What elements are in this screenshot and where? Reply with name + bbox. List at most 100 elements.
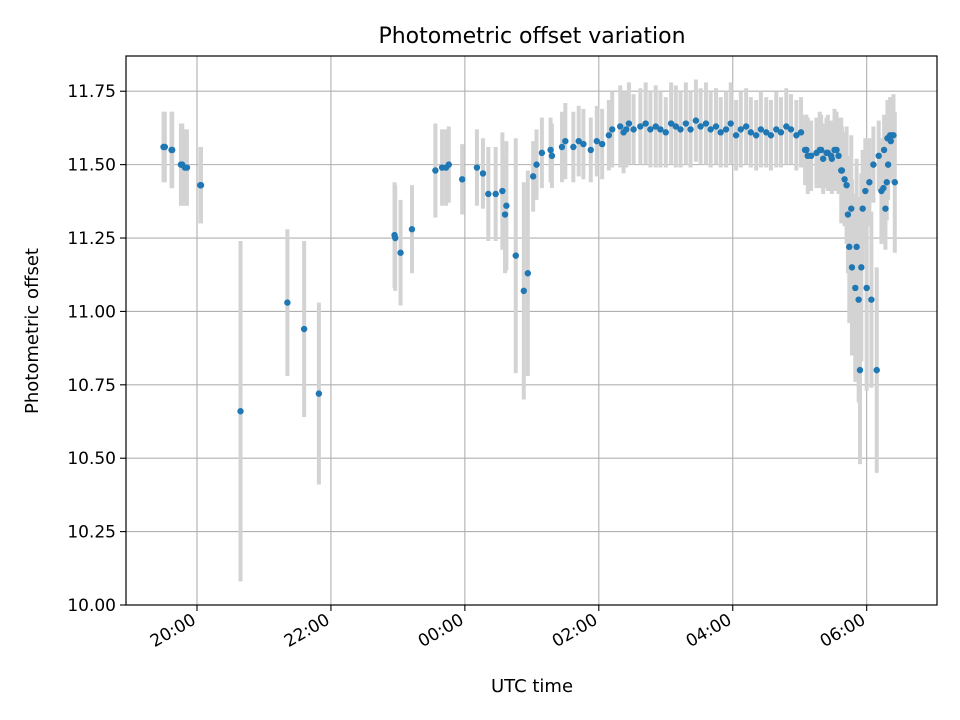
data-point — [852, 284, 859, 292]
data-point — [844, 211, 852, 218]
data-point — [848, 264, 856, 271]
data-point — [712, 123, 720, 130]
data-point — [737, 126, 744, 133]
data-point — [819, 155, 827, 162]
data-point — [697, 123, 704, 130]
data-point — [856, 366, 864, 374]
data-point — [593, 137, 600, 145]
x-tick-label: 20:00 — [147, 610, 199, 652]
data-point — [580, 140, 587, 148]
data-point — [524, 270, 532, 277]
data-point — [752, 132, 760, 139]
data-point — [397, 249, 404, 256]
data-point — [866, 179, 873, 186]
data-point — [804, 152, 811, 160]
data-point — [890, 132, 897, 139]
data-point — [642, 120, 649, 127]
y-tick-label: 10.50 — [67, 449, 116, 469]
data-point — [824, 149, 832, 157]
data-point — [773, 126, 780, 133]
data-point — [858, 264, 865, 271]
data-point — [767, 132, 775, 139]
data-point — [880, 184, 887, 192]
data-point — [181, 164, 189, 171]
data-point — [797, 129, 805, 136]
data-point — [533, 161, 540, 168]
data-point — [501, 211, 509, 218]
y-tick-label: 11.75 — [67, 82, 116, 102]
data-point — [846, 243, 853, 251]
data-point — [870, 161, 877, 168]
data-point — [479, 170, 487, 177]
data-points — [160, 117, 899, 415]
data-point — [853, 243, 860, 251]
x-axis-ticks: 20:00 22:00 00:00 02:00 04:00 06:00 — [147, 605, 869, 652]
data-point — [445, 161, 452, 168]
data-point — [197, 181, 205, 189]
plot-frame — [125, 55, 938, 606]
y-axis-ticks: 10.00 10.25 10.50 10.75 11.00 11.25 11.50 11.75 — [67, 82, 126, 616]
data-point — [548, 152, 556, 160]
data-point — [831, 146, 838, 154]
data-point — [161, 143, 169, 151]
data-point — [168, 146, 175, 154]
data-point — [859, 205, 866, 212]
data-point — [485, 190, 492, 198]
data-point — [763, 129, 770, 136]
data-point — [647, 126, 654, 133]
data-point — [529, 173, 537, 180]
data-point — [727, 120, 734, 127]
data-point — [408, 226, 416, 233]
x-tick-label: 06:00 — [817, 610, 869, 652]
data-point — [598, 140, 606, 148]
data-point — [630, 126, 637, 133]
data-point — [605, 132, 613, 139]
data-point — [623, 126, 630, 133]
data-point — [667, 120, 675, 127]
data-point — [637, 123, 644, 130]
data-point — [300, 325, 308, 333]
data-point — [492, 190, 499, 198]
data-point — [315, 390, 323, 397]
data-point — [787, 126, 795, 133]
data-point — [558, 143, 566, 151]
data-point — [848, 205, 855, 212]
data-point — [722, 126, 730, 133]
data-point — [882, 205, 889, 212]
data-point — [793, 132, 800, 139]
data-point — [884, 161, 892, 168]
data-point — [587, 146, 594, 154]
data-point — [687, 126, 694, 133]
data-point — [777, 129, 785, 136]
data-point — [783, 123, 790, 130]
data-point — [458, 176, 466, 183]
data-point — [237, 408, 244, 415]
data-point — [828, 155, 836, 162]
data-point — [873, 366, 880, 374]
y-tick-label: 10.25 — [67, 523, 116, 543]
data-point — [625, 120, 633, 127]
data-point — [835, 152, 842, 160]
x-tick-label: 04:00 — [683, 610, 735, 652]
error-bars — [161, 79, 897, 582]
y-tick-label: 10.00 — [67, 596, 116, 616]
y-tick-label: 11.00 — [67, 302, 116, 322]
data-point — [880, 146, 888, 154]
data-point — [887, 137, 894, 145]
data-point — [838, 167, 846, 174]
chart-title: Photometric offset variation — [378, 24, 685, 49]
data-point — [520, 287, 527, 295]
data-point — [875, 152, 882, 160]
data-point — [843, 181, 850, 189]
data-point — [512, 252, 519, 259]
data-point — [547, 146, 554, 154]
y-tick-label: 10.75 — [67, 376, 116, 396]
data-point — [617, 123, 624, 130]
data-point — [538, 149, 546, 157]
data-point — [562, 137, 569, 145]
data-point — [883, 179, 890, 186]
data-point — [499, 187, 506, 195]
x-tick-label: 00:00 — [415, 610, 467, 652]
data-point — [732, 132, 740, 139]
